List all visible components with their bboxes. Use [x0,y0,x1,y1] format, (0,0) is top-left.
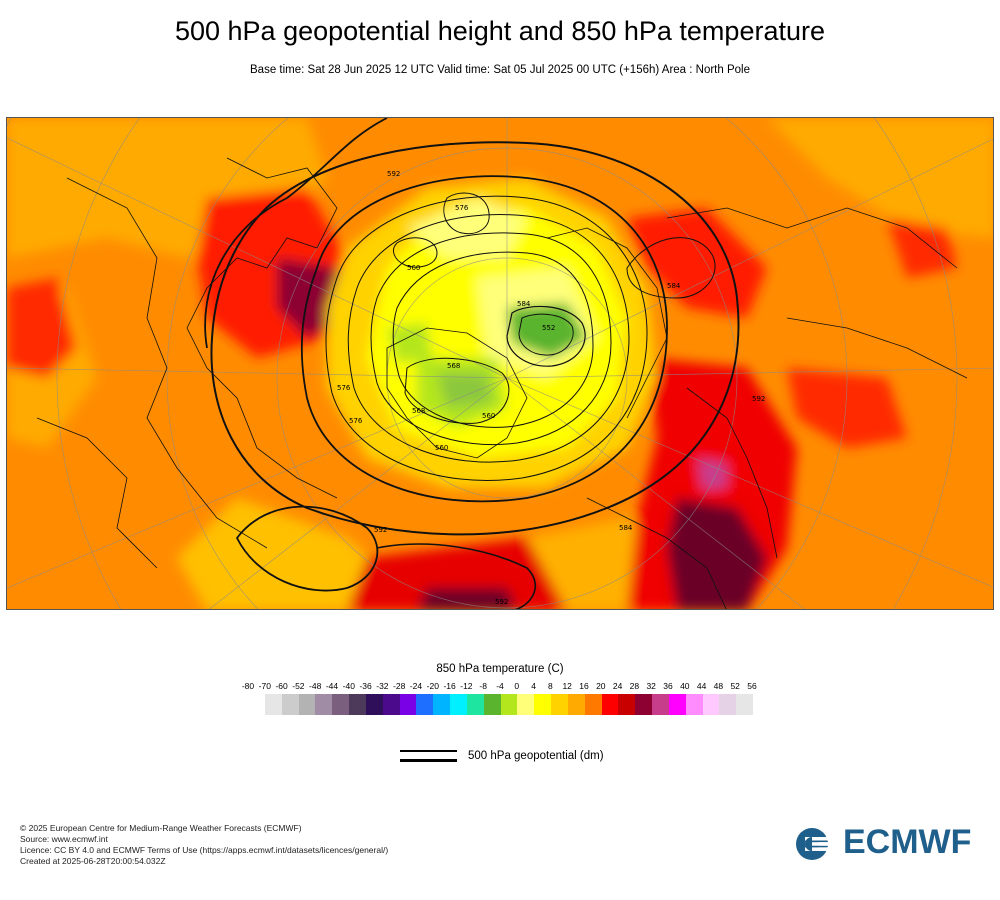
contour-label: 552 [542,324,555,332]
geopotential-key-line-thin [400,750,457,752]
colorbar-swatch [399,694,417,715]
contour-label: 576 [349,417,363,425]
colorbar [265,694,754,715]
colorbar-tick-label: -80 [241,681,255,691]
chart-title: 500 hPa geopotential height and 850 hPa … [174,16,825,46]
colorbar-title: 850 hPa temperature (C) [436,663,564,675]
colorbar-swatch [618,694,636,715]
contour-label: 592 [387,170,400,178]
colorbar-tick-label: 48 [713,681,724,691]
contour-label: 568 [412,407,425,415]
colorbar-swatch [601,694,619,715]
ecmwf-logo[interactable]: ECMWF [795,823,985,862]
colorbar-tick-label: -16 [443,681,456,691]
geopotential-contours [204,118,740,609]
colorbar-tick-label: 24 [612,681,623,691]
colorbar-tick-label: 20 [596,681,606,691]
contour-label: 560 [407,264,420,272]
contour-label: 584 [667,282,681,290]
colorbar-swatch [736,694,754,715]
colorbar-swatch [584,694,602,715]
contour-label: 560 [435,444,448,452]
chart-subtitle: Base time: Sat 28 Jun 2025 12 UTC Valid … [250,64,750,76]
colorbar-swatch [551,694,568,715]
colorbar-tick-label: -48 [309,681,322,691]
colorbar-swatch [635,694,653,715]
colorbar-swatch [382,694,400,715]
colorbar-tick-label: -60 [275,681,288,691]
credit-licence[interactable]: Licence: CC BY 4.0 and ECMWF Terms of Us… [20,845,389,855]
colorbar-tick-label: 56 [747,681,757,691]
colorbar-swatch [298,694,316,715]
colorbar-tick-label: 16 [579,681,589,691]
contour-label: 584 [517,300,531,308]
credits: © 2025 European Centre for Medium-Range … [20,823,388,867]
colorbar-tick-label: -40 [342,681,355,691]
colorbar-swatch [500,694,518,715]
colorbar-tick-label: -32 [376,681,389,691]
colorbar-tick-label: -12 [460,681,473,691]
colorbar-tick-label: 32 [646,681,656,691]
colorbar-tick-label: 44 [696,681,707,691]
colorbar-tick-label: -44 [325,681,339,691]
credit-copyright: © 2025 European Centre for Medium-Range … [20,823,302,833]
colorbar-swatch [719,694,737,715]
colorbar-swatch [433,694,451,715]
colorbar-tick-label: 36 [663,681,673,691]
geopotential-key-line-thick [400,759,457,762]
colorbar-tick-label: -8 [479,681,487,691]
colorbar-swatch [685,694,703,715]
contour-label: 576 [337,384,351,392]
colorbar-swatch [315,694,333,715]
contour-label: 584 [619,524,633,532]
colorbar-swatch [281,694,299,715]
ecmwf-logo-text: ECMWF [843,823,972,861]
colorbar-tick-label: 0 [514,681,520,691]
ecmwf-logo-icon [796,828,841,860]
colorbar-tick-label: 40 [680,681,690,691]
colorbar-swatch [483,694,501,715]
temperature-field [7,118,993,609]
colorbar-tick-label: 12 [562,681,572,691]
colorbar-swatch [365,694,383,715]
contour-label: 568 [447,362,460,370]
contour-label: 592 [752,395,765,403]
credit-source[interactable]: Source: www.ecmwf.int [20,834,108,844]
colorbar-swatch [332,694,350,715]
geopotential-legend: 500 hPa geopotential (dm) [400,748,660,766]
colorbar-swatch [450,694,467,715]
colorbar-tick-labels: -80 -70 -60 -52 -48 -44 -40 -36 -32 -28 -24 -20 -16-… [236,681,764,693]
colorbar-tick-label: 4 [531,681,536,691]
colorbar-tick-label: 52 [730,681,740,691]
colorbar-tick-label: 28 [629,681,640,691]
colorbar-swatch [517,694,535,715]
colorbar-swatch [702,694,720,715]
colorbar-swatch [466,694,484,715]
colorbar-swatch [534,694,552,715]
geopotential-legend-label: 500 hPa geopotential (dm) [468,750,604,762]
colorbar-swatch [668,694,686,715]
colorbar-swatch [652,694,669,715]
colorbar-tick-label: -28 [393,681,406,691]
colorbar-tick-label: -70 [258,681,271,691]
colorbar-swatch [349,694,366,715]
colorbar-tick-label: -4 [496,681,504,691]
contour-label: 592 [374,526,387,534]
colorbar-tick-label: 8 [548,681,553,691]
polar-map[interactable]: 592 560 576 560 584 592 592 576 568 584 … [6,117,994,610]
colorbar-tick-label: -20 [426,681,439,691]
contour-label: 592 [495,598,508,606]
coastlines [36,157,968,609]
colorbar-swatch [265,694,282,715]
colorbar-tick-label: -24 [409,681,423,691]
colorbar-swatch [567,694,585,715]
contour-label-group: 592 560 576 560 584 592 592 576 568 584 … [337,170,765,606]
colorbar-tick-label: -52 [292,681,305,691]
colorbar-swatch [416,694,434,715]
colorbar-tick-label: -36 [359,681,372,691]
graticule [7,118,993,609]
credit-created: Created at 2025-06-28T20:00:54.032Z [20,856,166,866]
contour-label: 576 [455,204,469,212]
contour-label: 560 [482,412,495,420]
